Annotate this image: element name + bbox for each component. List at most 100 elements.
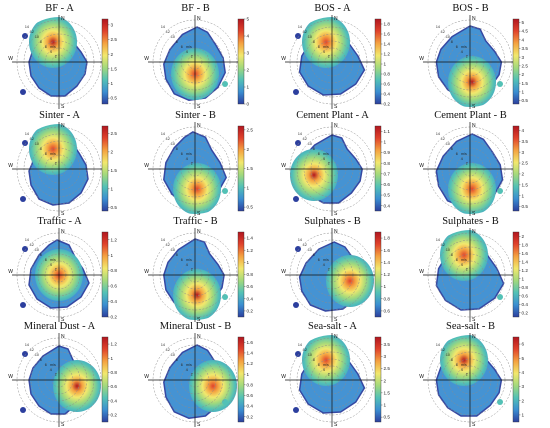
radial-tick-label: 8 <box>313 147 315 151</box>
compass-north-label: N <box>61 229 65 235</box>
colorbar-tick-label: 1.2 <box>384 52 391 57</box>
radial-tick-label: 14 <box>25 238 29 242</box>
polar-plot: NSWE2468101214m/s0.20.40.60.811.21.4 <box>144 228 254 322</box>
polar-plot-panel: BOS - BNSWE2468101214m/s0.511.522.533.54… <box>413 2 550 109</box>
radial-tick-label: 14 <box>25 343 29 347</box>
radial-tick-label: 12 <box>30 137 34 141</box>
colorbar-tick-label: 2.5 <box>384 366 391 371</box>
radial-tick-label: 12 <box>441 243 445 247</box>
colorbar <box>101 231 109 318</box>
radial-unit-label: m/s <box>186 258 192 262</box>
outlier-bin <box>293 302 299 308</box>
colorbar-tick-label: 2.5 <box>111 131 118 136</box>
outlier-bin <box>20 196 26 202</box>
compass-south-label: S <box>334 422 338 427</box>
radial-tick-label: 14 <box>298 343 302 347</box>
compass-north-label: N <box>61 16 65 22</box>
radial-unit-label: m/s <box>323 152 329 156</box>
colorbar-tick-label: 0.6 <box>384 182 391 187</box>
outlier-bin <box>497 399 503 405</box>
radial-tick-label: 10 <box>446 35 450 39</box>
colorbar <box>512 125 520 212</box>
colorbar-tick-label: 1 <box>111 81 114 86</box>
radial-unit-label: m/s <box>461 152 467 156</box>
radial-tick-label: 4 <box>461 263 463 267</box>
radial-tick-label: 8 <box>176 253 178 257</box>
radial-tick-label: 6 <box>181 363 183 367</box>
colorbar-tick-label: 0.8 <box>247 272 254 277</box>
colorbar-tick-label: 0.9 <box>384 150 391 155</box>
colorbar-tick-label: 2 <box>522 172 525 177</box>
radial-tick-label: 4 <box>323 157 325 161</box>
panel-title: Sinter - A <box>39 110 80 121</box>
radial-tick-label: 4 <box>50 157 52 161</box>
polar-plot-panel: BOS - ANSWE2468101214m/s0.20.40.60.811.2… <box>275 2 412 109</box>
outlier-bin <box>293 89 299 95</box>
radial-tick-label: 14 <box>161 238 165 242</box>
colorbar-tick-label: 4 <box>522 37 525 42</box>
radial-tick-label: 6 <box>318 152 320 156</box>
radial-tick-label: 8 <box>451 358 453 362</box>
radial-tick-label: 8 <box>313 253 315 257</box>
radial-tick-label: 4 <box>323 263 325 267</box>
colorbar-tick-label: 0.6 <box>111 384 118 389</box>
outlier-bin <box>222 188 228 194</box>
radial-tick-label: 10 <box>446 248 450 252</box>
radial-tick-label: 8 <box>451 40 453 44</box>
colorbar <box>374 231 382 318</box>
radial-tick-label: 6 <box>181 258 183 262</box>
compass-south-label: S <box>334 211 338 216</box>
colorbar <box>512 231 520 318</box>
compass-north-label: N <box>197 123 201 129</box>
compass-north-label: N <box>334 334 338 340</box>
radial-unit-label: m/s <box>186 45 192 49</box>
outlier-bin <box>22 246 28 252</box>
compass-west-label: W <box>281 269 286 275</box>
panel-title: BOS - A <box>314 3 351 14</box>
radial-tick-label: 14 <box>436 238 440 242</box>
radial-tick-label: 2 <box>328 373 330 377</box>
compass-south-label: S <box>61 211 65 216</box>
colorbar-tick-label: 2 <box>111 149 114 154</box>
radial-tick-label: 12 <box>166 30 170 34</box>
compass-north-label: N <box>472 229 476 235</box>
compass-north-label: N <box>472 123 476 129</box>
colorbar-tick-label: 1 <box>522 413 525 418</box>
colorbar-tick-label: 0.6 <box>247 284 254 289</box>
radial-tick-label: 6 <box>45 258 47 262</box>
radial-unit-label: m/s <box>461 363 467 367</box>
compass-north-label: N <box>197 16 201 22</box>
radial-tick-label: 10 <box>35 142 39 146</box>
radial-tick-label: 2 <box>55 373 57 377</box>
colorbar-tick-label: 4 <box>247 34 250 39</box>
compass-south-label: S <box>472 317 476 322</box>
radial-tick-label: 8 <box>313 40 315 44</box>
radial-unit-label: m/s <box>186 152 192 156</box>
polar-plot-panel: Sea-salt - ANSWE2468101214m/s0.511.522.5… <box>275 320 412 427</box>
radial-tick-label: 6 <box>456 152 458 156</box>
colorbar-tick-label: 0.5 <box>111 205 118 210</box>
colorbar-tick-label: 1.8 <box>522 242 529 247</box>
compass-south-label: S <box>61 317 65 322</box>
panel-title: Sulphates - B <box>442 216 499 227</box>
outlier-bin <box>22 140 28 146</box>
radial-tick-label: 12 <box>303 243 307 247</box>
colorbar-tick-label: 1 <box>247 85 250 90</box>
colorbar-tick-label: 1 <box>384 62 387 67</box>
colorbar-tick-label: 0.2 <box>247 309 254 314</box>
concentration-hotspot <box>448 56 496 107</box>
compass-south-label: S <box>472 104 476 109</box>
radial-tick-label: 10 <box>171 248 175 252</box>
radial-tick-label: 2 <box>191 162 193 166</box>
colorbar-tick-label: 1.5 <box>384 390 391 395</box>
colorbar-tick-label: 0.4 <box>247 296 254 301</box>
radial-tick-label: 2 <box>55 268 57 272</box>
colorbar-tick-label: 2 <box>111 52 114 57</box>
colorbar-tick-label: 0.2 <box>384 102 391 107</box>
colorbar-tick-label: 1.4 <box>522 259 529 264</box>
colorbar <box>237 18 245 105</box>
compass-north-label: N <box>197 334 201 340</box>
colorbar-tick-label: 0.6 <box>522 293 529 298</box>
polar-plot-panel: Mineral Dust - BNSWE2468101214m/s0.20.40… <box>138 320 275 427</box>
